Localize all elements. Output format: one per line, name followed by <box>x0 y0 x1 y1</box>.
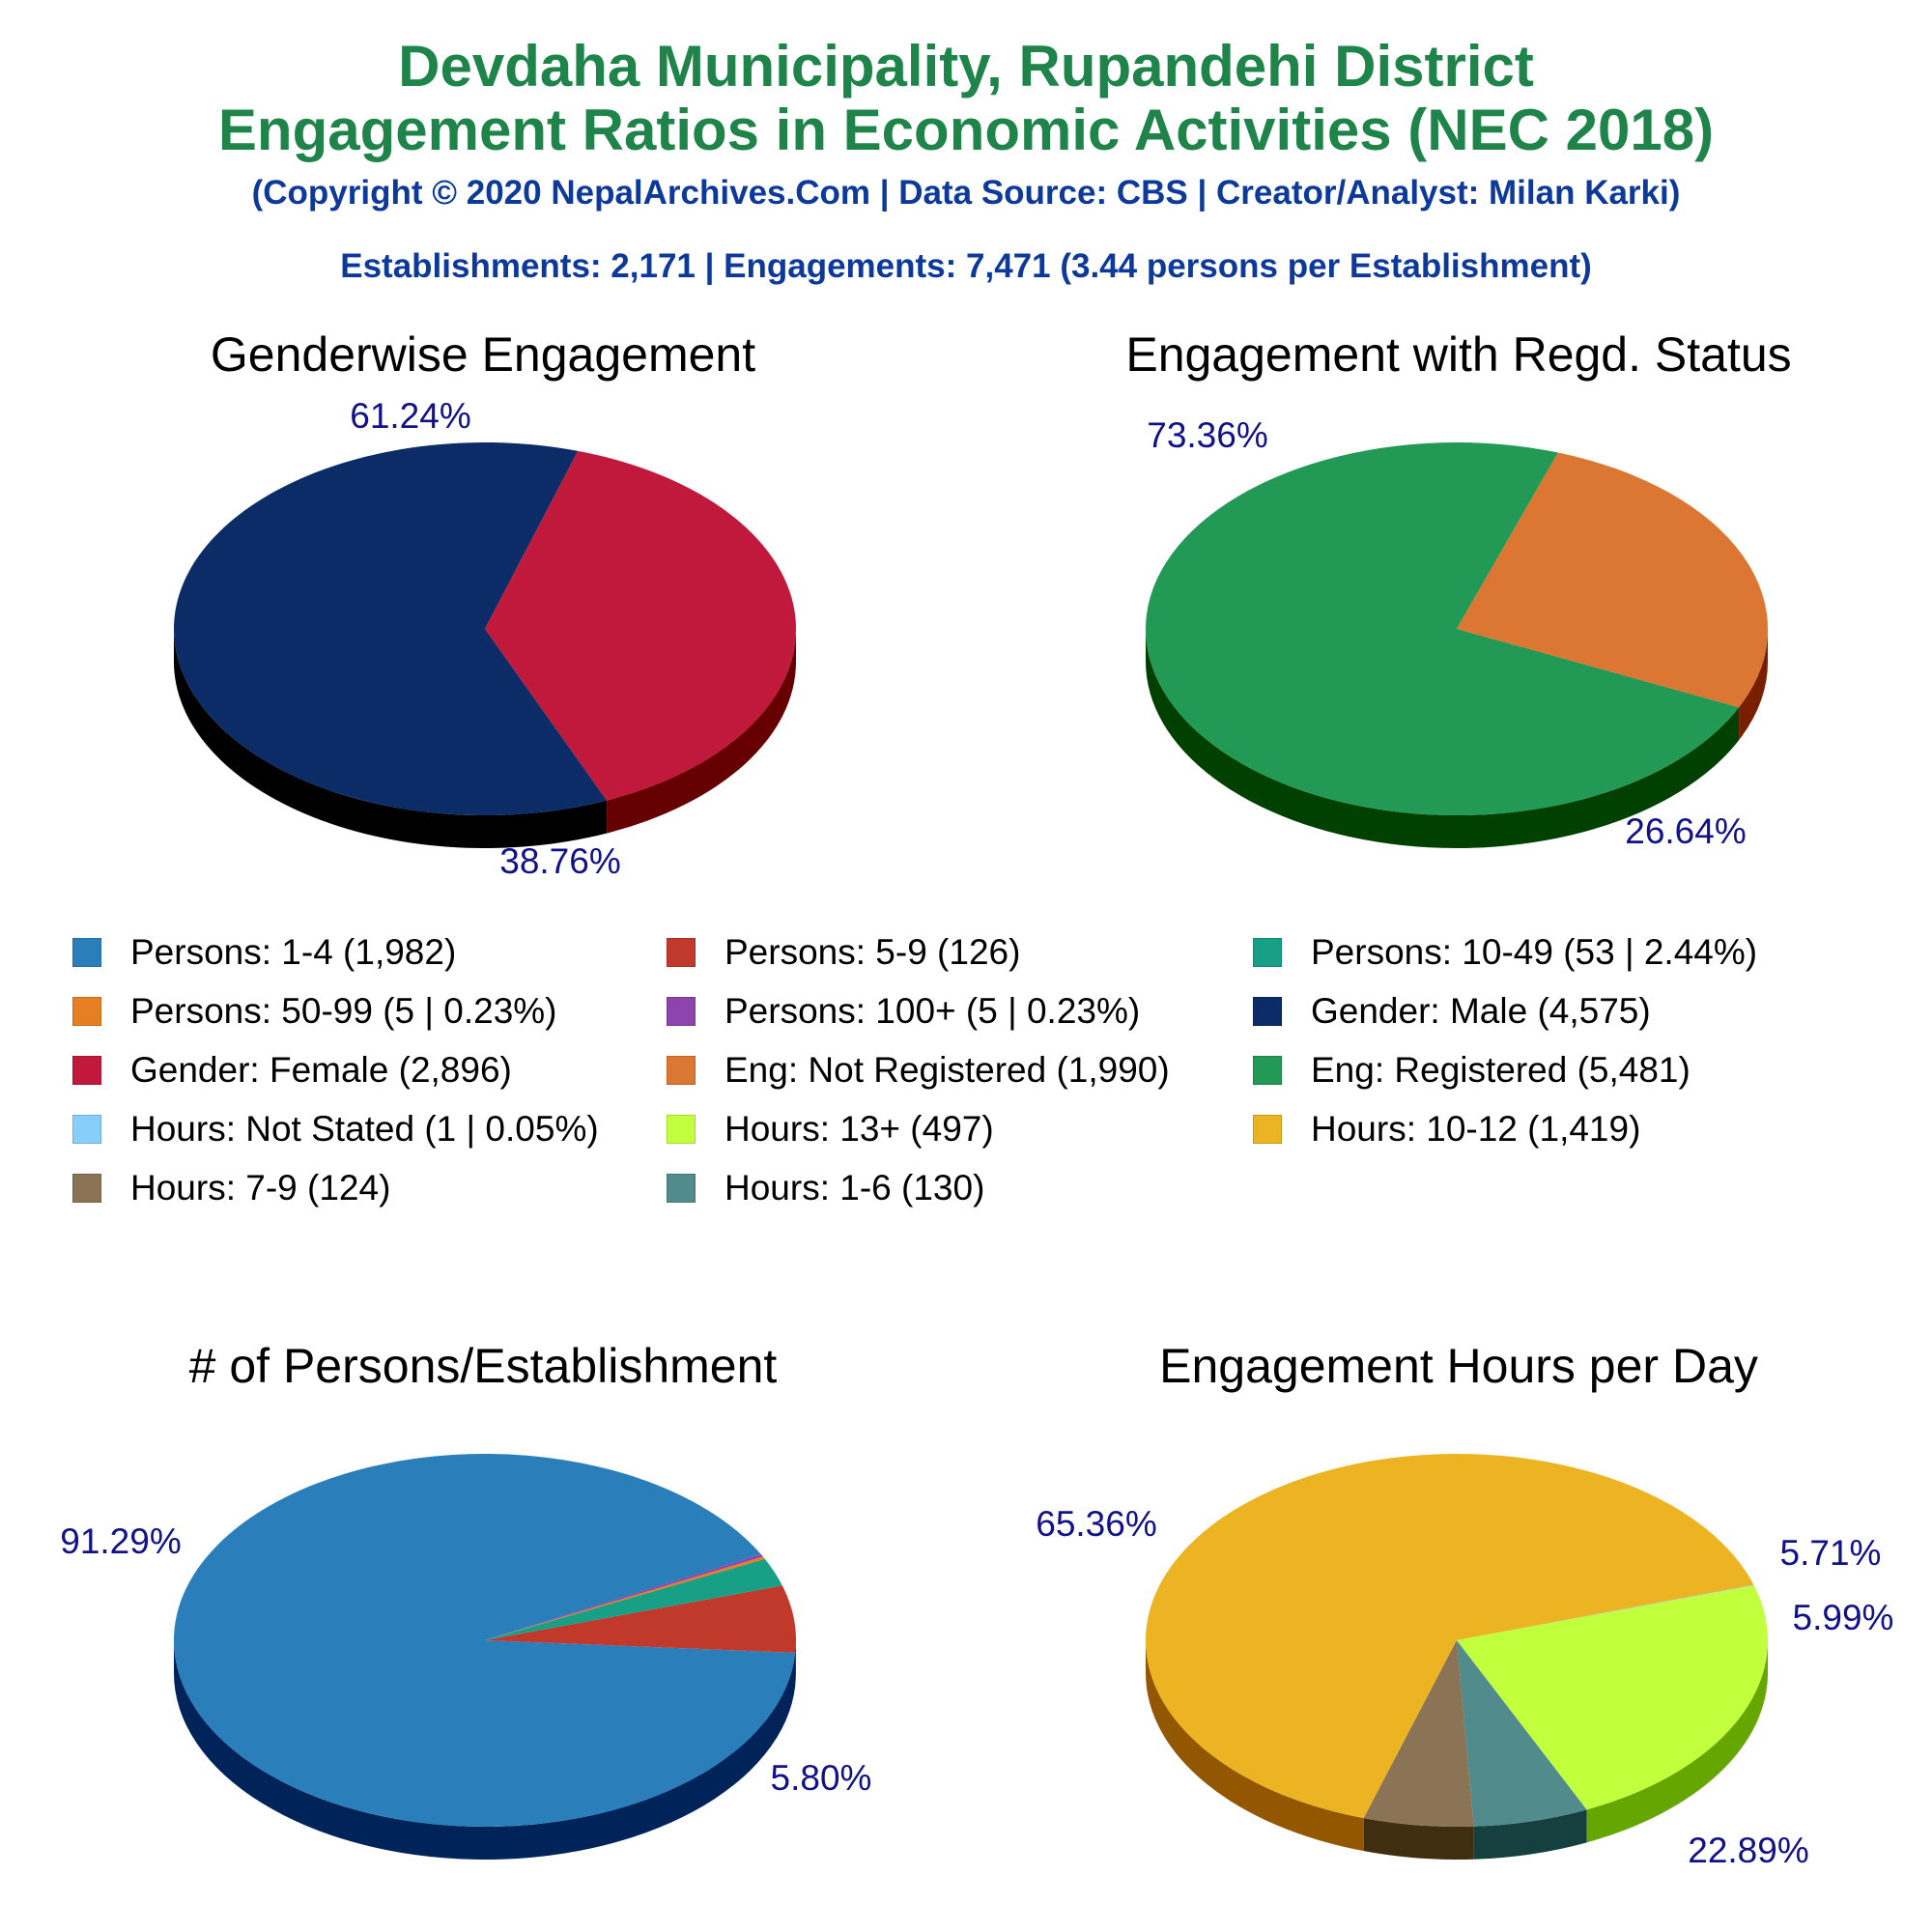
legend-label: Hours: 1-6 (130) <box>724 1168 985 1208</box>
legend-item: Persons: 100+ (5 | 0.23%) <box>667 986 1140 1037</box>
pie-title-gender: Genderwise Engagement <box>210 327 756 382</box>
pie-registration: 73.36% 26.64% <box>1146 415 1768 851</box>
legend-swatch <box>667 1056 696 1085</box>
pie-slice-side <box>1363 1818 1474 1860</box>
summary-line: Establishments: 2,171 | Engagements: 7,4… <box>340 247 1592 285</box>
legend-item: Eng: Not Registered (1,990) <box>667 1045 1170 1095</box>
pie-slice-side <box>607 629 796 834</box>
pie-title-hours: Engagement Hours per Day <box>1159 1339 1758 1393</box>
pie-slice <box>1457 1640 1587 1827</box>
copyright-note: (Copyright © 2020 NepalArchives.Com | Da… <box>251 174 1681 212</box>
legend-swatch <box>1253 1115 1282 1144</box>
pie-slice <box>485 1556 765 1640</box>
legend-label: Hours: 7-9 (124) <box>130 1168 391 1208</box>
legend-swatch <box>1253 1056 1282 1085</box>
pie-slice <box>1363 1640 1474 1827</box>
pie-percentage-label: 91.29% <box>60 1521 182 1561</box>
legend-swatch <box>72 1056 101 1085</box>
legend-item: Gender: Female (2,896) <box>72 1045 512 1095</box>
legend-item: Persons: 10-49 (53 | 2.44%) <box>1253 927 1757 978</box>
pie-slice <box>485 1558 782 1640</box>
pie-slice <box>485 1553 763 1640</box>
pie-slice-side <box>174 629 608 849</box>
legend-swatch <box>667 938 696 967</box>
pie-percentage-label: 61.24% <box>350 396 471 436</box>
legend-item: Persons: 5-9 (126) <box>667 927 1020 978</box>
pie-slice <box>1457 1584 1754 1640</box>
pie-slice <box>485 450 796 801</box>
pie-slice-side <box>174 1640 796 1860</box>
legend-label: Persons: 1-4 (1,982) <box>130 932 457 972</box>
legend-swatch <box>667 1174 696 1203</box>
legend-label: Persons: 5-9 (126) <box>724 932 1021 972</box>
legend-swatch <box>72 1174 101 1203</box>
pie-slice <box>485 1585 796 1653</box>
pie-slice-side <box>1146 629 1740 848</box>
pie-slice <box>1146 1454 1754 1819</box>
legend-label: Hours: 13+ (497) <box>724 1109 994 1149</box>
legend-item: Gender: Male (4,575) <box>1253 986 1651 1037</box>
main-title-line2: Engagement Ratios in Economic Activities… <box>217 98 1715 162</box>
legend-label: Persons: 10-49 (53 | 2.44%) <box>1311 932 1758 972</box>
pie-title-persons: # of Persons/Establishment <box>188 1339 778 1393</box>
legend-label: Gender: Female (2,896) <box>130 1050 512 1090</box>
legend-item: Hours: 7-9 (124) <box>72 1163 390 1213</box>
pie-slice-side <box>1146 1640 1364 1852</box>
legend-item: Hours: Not Stated (1 | 0.05%) <box>72 1104 599 1154</box>
legend-item: Persons: 50-99 (5 | 0.23%) <box>72 986 557 1037</box>
legend-label: Persons: 50-99 (5 | 0.23%) <box>130 991 557 1031</box>
legend-item: Hours: 1-6 (130) <box>667 1163 984 1213</box>
pie-percentage-label: 73.36% <box>1147 415 1268 455</box>
legend-swatch <box>72 938 101 967</box>
legend-label: Eng: Registered (5,481) <box>1311 1050 1690 1090</box>
pie-percentage-label: 65.36% <box>1036 1504 1157 1544</box>
pie-slice-side <box>1473 1809 1587 1860</box>
pie-slice-side <box>795 1640 796 1686</box>
legend-swatch <box>1253 997 1282 1026</box>
pie-slice <box>174 1454 796 1827</box>
legend-swatch <box>72 1115 101 1144</box>
legend-label: Eng: Not Registered (1,990) <box>724 1050 1170 1090</box>
pie-percentage-label: 38.76% <box>499 841 621 881</box>
legend-item: Eng: Registered (5,481) <box>1253 1045 1690 1095</box>
pie-percentage-label: 5.80% <box>771 1758 872 1798</box>
legend-label: Gender: Male (4,575) <box>1311 991 1651 1031</box>
pie-hours: 65.36% 5.71% 5.99% 22.89% <box>1036 1454 1893 1870</box>
pie-slice <box>1146 442 1740 816</box>
legend-label: Persons: 100+ (5 | 0.23%) <box>724 991 1141 1031</box>
legend-swatch <box>1253 938 1282 967</box>
legend-label: Hours: 10-12 (1,419) <box>1311 1109 1641 1149</box>
legend-swatch <box>667 1115 696 1144</box>
legend-swatch <box>667 997 696 1026</box>
pie-gender: 61.24% 38.76% <box>173 396 796 881</box>
pie-slice <box>173 441 608 816</box>
pie-title-registration: Engagement with Regd. Status <box>1125 327 1792 382</box>
pie-percentage-label: 5.99% <box>1793 1598 1894 1637</box>
legend-item: Persons: 1-4 (1,982) <box>72 927 456 978</box>
legend-swatch <box>72 997 101 1026</box>
pie-slice-side <box>1739 629 1768 741</box>
legend-item: Hours: 13+ (497) <box>667 1104 994 1154</box>
chart-header: Devdaha Municipality, Rupandehi District… <box>0 0 1932 286</box>
pie-percentage-label: 5.71% <box>1780 1533 1882 1573</box>
pie-percentage-label: 26.64% <box>1625 811 1747 851</box>
pie-slice <box>1457 452 1768 708</box>
legend-label: Hours: Not Stated (1 | 0.05%) <box>130 1109 599 1149</box>
pie-slice <box>1457 1585 1768 1810</box>
pie-percentage-label: 22.89% <box>1688 1831 1809 1870</box>
pie-slice-side <box>1586 1640 1768 1843</box>
pie-persons: 91.29% 5.80% <box>60 1454 871 1860</box>
legend-item: Hours: 10-12 (1,419) <box>1253 1104 1640 1154</box>
main-title-line1: Devdaha Municipality, Rupandehi District <box>398 34 1534 99</box>
